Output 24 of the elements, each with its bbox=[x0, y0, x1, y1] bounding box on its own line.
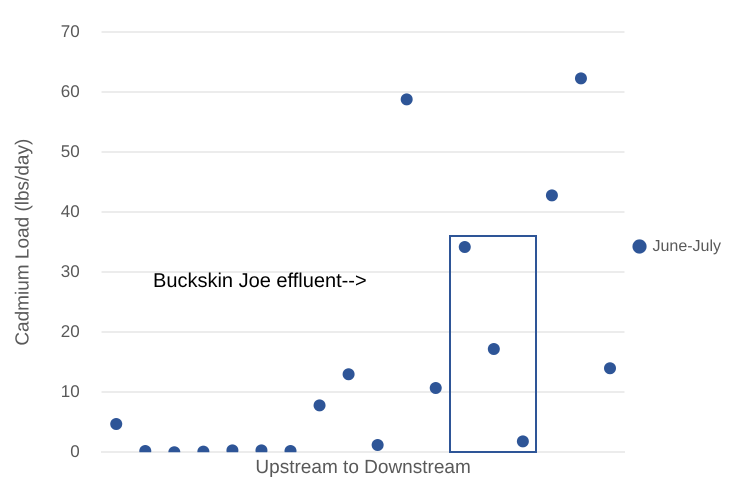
legend-label: June-July bbox=[652, 238, 722, 255]
point bbox=[516, 435, 529, 448]
point bbox=[488, 343, 500, 355]
point bbox=[342, 368, 355, 380]
x-axis-title: Upstream to Downstream bbox=[255, 456, 471, 478]
point bbox=[546, 189, 558, 202]
point bbox=[574, 72, 587, 84]
y-axis-title: Cadmium Load (lbs/day) bbox=[12, 138, 34, 346]
y-tick-label: 30 bbox=[60, 262, 80, 281]
point bbox=[372, 439, 384, 451]
y-tick-label: 50 bbox=[60, 142, 80, 161]
point bbox=[604, 362, 616, 374]
point bbox=[314, 399, 326, 412]
y-tick-label: 60 bbox=[60, 82, 80, 101]
y-tick-label: 40 bbox=[60, 202, 80, 221]
point bbox=[430, 382, 442, 394]
point bbox=[400, 93, 413, 106]
point bbox=[458, 241, 471, 253]
y-tick-label: 0 bbox=[70, 442, 80, 461]
point bbox=[110, 418, 122, 430]
y-tick-label: 20 bbox=[60, 322, 80, 341]
annotation: Buckskin Joe effluent--> bbox=[153, 270, 367, 293]
y-tick-label: 70 bbox=[60, 22, 80, 41]
y-tick-label: 10 bbox=[60, 382, 80, 401]
